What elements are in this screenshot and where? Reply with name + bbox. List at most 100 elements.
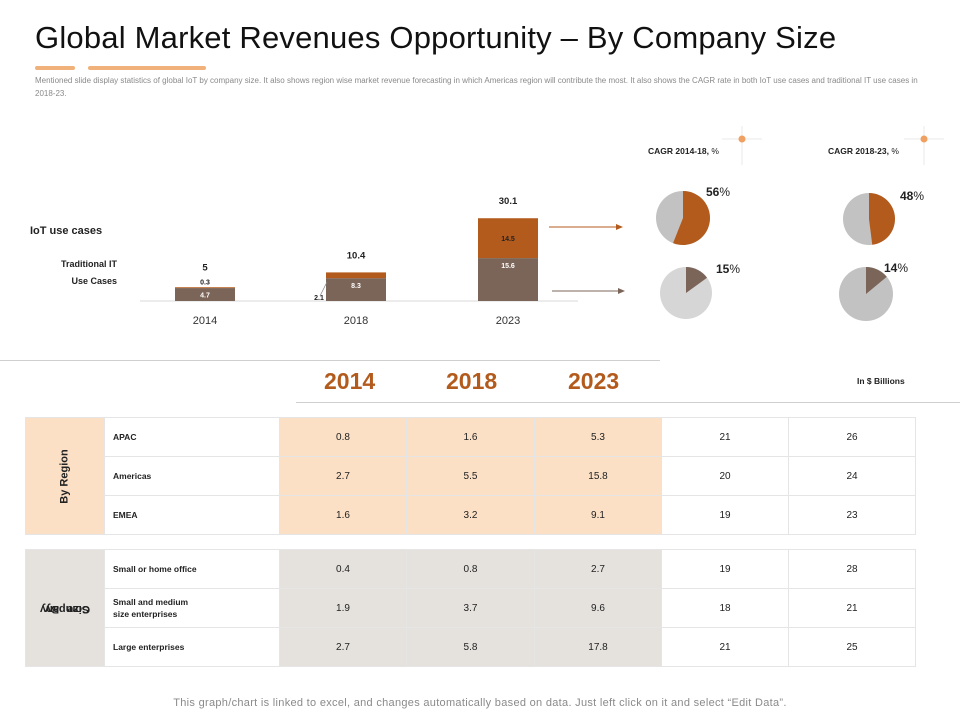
leader-line-2018-iot bbox=[319, 281, 328, 297]
table-row: EMEA 1.6 3.2 9.1 19 23 bbox=[26, 495, 916, 535]
cagr-2018-23-label: CAGR 2018-23, % bbox=[828, 146, 899, 156]
title-underline-short bbox=[35, 66, 75, 70]
cell-smb-2023: 9.6 bbox=[534, 588, 662, 628]
marker-dot-1 bbox=[738, 135, 746, 143]
cell-emea-2018: 3.2 bbox=[406, 495, 535, 535]
cagr-2014-18-label: CAGR 2014-18, % bbox=[648, 146, 719, 156]
cell-small-office-2014: 0.4 bbox=[279, 549, 407, 589]
x-tick-label-2023: 2023 bbox=[496, 315, 520, 327]
cell-small-office-2018: 0.8 bbox=[406, 549, 535, 589]
group-label-by-company-size: By Company Size bbox=[25, 549, 105, 667]
pie-1-trad-pct: 15% bbox=[716, 262, 740, 276]
region-table: By Region APAC 0.8 1.6 5.3 21 26 America… bbox=[25, 417, 916, 535]
data-label-traditional-2014: 4.7 bbox=[200, 293, 210, 300]
cell-apac-col5: 26 bbox=[788, 417, 916, 457]
cell-small-office-col5: 28 bbox=[788, 549, 916, 589]
cell-small-office-col4: 19 bbox=[661, 549, 789, 589]
cagr-2018-23-unit: % bbox=[891, 146, 899, 156]
pie-1-trad-value: 15 bbox=[716, 262, 730, 276]
company-size-table: By Company Size Small or home office 0.4… bbox=[25, 549, 916, 667]
cell-apac-2014: 0.8 bbox=[279, 417, 407, 457]
data-label-traditional-2018: 8.3 bbox=[351, 283, 361, 290]
bar-iot-2018 bbox=[326, 272, 386, 279]
cell-smb-2018: 3.7 bbox=[406, 588, 535, 628]
cagr-2014-18-title: CAGR 2014-18, bbox=[648, 146, 709, 156]
pie-2-trad-pct: 14% bbox=[884, 261, 908, 275]
cell-apac-2018: 1.6 bbox=[406, 417, 535, 457]
year-header-2014: 2014 bbox=[324, 368, 376, 394]
unit-note: In $ Billions bbox=[857, 376, 905, 386]
pie-cagr-2014-18-iot-slice bbox=[673, 191, 710, 246]
cell-emea-col5: 23 bbox=[788, 495, 916, 535]
marker-dot-2 bbox=[920, 135, 928, 143]
row-label-small-home-office: Small or home office bbox=[104, 549, 280, 589]
cell-americas-col5: 24 bbox=[788, 456, 916, 496]
cell-emea-2023: 9.1 bbox=[534, 495, 662, 535]
cagr-2014-18-unit: % bbox=[711, 146, 719, 156]
cell-large-2023: 17.8 bbox=[534, 627, 662, 667]
group-label-by-region: By Region bbox=[25, 417, 105, 535]
cell-americas-col4: 20 bbox=[661, 456, 789, 496]
pie-cagr-2018-23-iot-slice bbox=[869, 193, 896, 245]
pie-1-iot-unit: % bbox=[719, 185, 731, 199]
legend-traditional-label-line1: Traditional IT bbox=[61, 259, 118, 269]
cell-large-2014: 2.7 bbox=[279, 627, 407, 667]
bar-traditional-2023 bbox=[478, 258, 538, 301]
legend-iot-label: IoT use cases bbox=[30, 225, 102, 237]
by-region-text: By Region bbox=[58, 448, 71, 504]
table-row: By Region APAC 0.8 1.6 5.3 21 26 bbox=[25, 417, 916, 535]
cell-americas-2018: 5.5 bbox=[406, 456, 535, 496]
bar-iot-2023 bbox=[478, 218, 538, 259]
cell-small-office-2023: 2.7 bbox=[534, 549, 662, 589]
data-label-iot-2018: 2.1 bbox=[314, 295, 324, 302]
year-header-2023: 2023 bbox=[568, 368, 620, 394]
pie-1-iot-pct: 56% bbox=[706, 185, 730, 199]
bar-traditional-2018 bbox=[326, 278, 386, 301]
page-title: Global Market Revenues Opportunity – By … bbox=[35, 20, 837, 55]
pie-cagr-2018-23-traditional-slice bbox=[866, 267, 887, 294]
by-company-size-line3: Size bbox=[66, 602, 90, 615]
pie-1-trad-unit: % bbox=[729, 262, 741, 276]
pie-2-iot-pct: 48% bbox=[900, 189, 924, 203]
cell-emea-col4: 19 bbox=[661, 495, 789, 535]
pie-2-iot-value: 48 bbox=[900, 189, 914, 203]
data-label-traditional-2023: 15.6 bbox=[501, 263, 515, 270]
footer-note: This graph/chart is linked to excel, and… bbox=[173, 697, 787, 709]
data-label-total-2018: 10.4 bbox=[347, 250, 366, 261]
x-tick-label-2014: 2014 bbox=[193, 315, 217, 327]
cagr-pies bbox=[656, 191, 896, 321]
year-header-2018: 2018 bbox=[446, 368, 498, 394]
row-label-emea: EMEA bbox=[104, 495, 280, 535]
row-label-americas: Americas bbox=[104, 456, 280, 496]
cagr-2018-23-title: CAGR 2018-23, bbox=[828, 146, 889, 156]
section-divider bbox=[0, 360, 660, 361]
cell-apac-2023: 5.3 bbox=[534, 417, 662, 457]
x-tick-label-2018: 2018 bbox=[344, 315, 368, 327]
pie-2-trad-value: 14 bbox=[884, 261, 898, 275]
cell-smb-col4: 18 bbox=[661, 588, 789, 628]
data-label-iot-2023: 14.5 bbox=[501, 236, 515, 243]
small-medium-line2: size enterprises bbox=[113, 609, 178, 619]
table-row: Americas 2.7 5.5 15.8 20 24 bbox=[26, 456, 916, 496]
table-row: Small and medium size enterprises 1.9 3.… bbox=[26, 588, 916, 628]
small-medium-line1: Small and medium bbox=[113, 597, 189, 607]
row-label-small-medium: Small and medium size enterprises bbox=[104, 588, 280, 628]
data-label-total-2014: 5 bbox=[202, 262, 208, 273]
pie-1-iot-value: 56 bbox=[706, 185, 720, 199]
subtitle: Mentioned slide display statistics of gl… bbox=[35, 76, 918, 98]
title-underline-long bbox=[88, 66, 206, 70]
arrow-head-iot bbox=[616, 224, 623, 230]
cell-americas-2023: 15.8 bbox=[534, 456, 662, 496]
legend-traditional-label-line2: Use Cases bbox=[71, 276, 117, 286]
pie-cagr-2014-18-traditional-slice bbox=[686, 267, 708, 293]
cell-large-col5: 25 bbox=[788, 627, 916, 667]
data-label-iot-2014: 0.3 bbox=[200, 279, 210, 286]
cell-apac-col4: 21 bbox=[661, 417, 789, 457]
pie-2-trad-unit: % bbox=[897, 261, 909, 275]
row-label-large-enterprises: Large enterprises bbox=[104, 627, 280, 667]
data-label-total-2023: 30.1 bbox=[499, 196, 518, 207]
cell-americas-2014: 2.7 bbox=[279, 456, 407, 496]
bar-iot-2014 bbox=[175, 287, 235, 289]
cell-large-2018: 5.8 bbox=[406, 627, 535, 667]
cell-emea-2014: 1.6 bbox=[279, 495, 407, 535]
